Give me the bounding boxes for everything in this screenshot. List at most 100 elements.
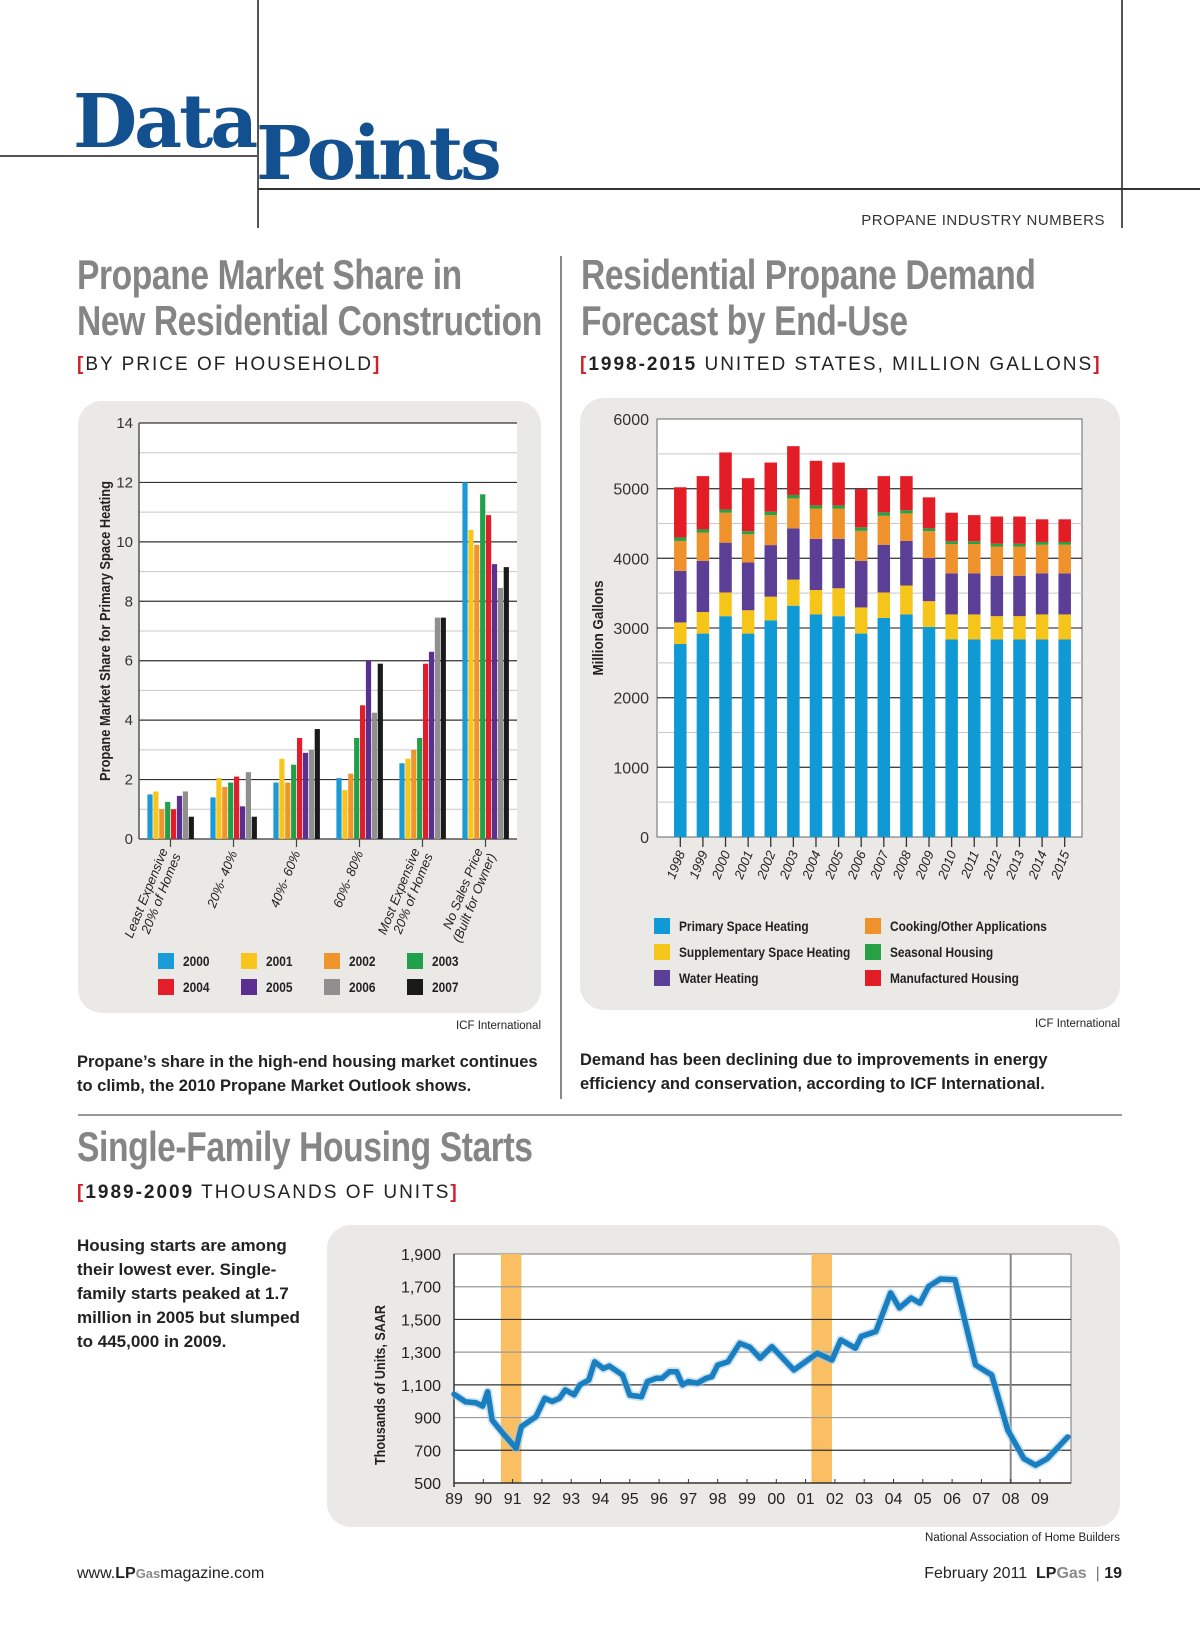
x-tick-label: 06 xyxy=(943,1491,961,1508)
bar-segment-3 xyxy=(696,532,710,561)
legend-swatch xyxy=(654,944,670,960)
housing-subtitle-text: THOUSANDS OF UNITS xyxy=(194,1182,451,1203)
bar-segment-4 xyxy=(1035,541,1049,545)
x-tick-label: 93 xyxy=(562,1491,580,1508)
housing-subtitle-years: 1989-2009 xyxy=(85,1182,195,1203)
bar-2001 xyxy=(468,529,474,839)
bar-segment-2 xyxy=(877,544,891,593)
bar-segment-3 xyxy=(764,515,777,546)
bar-segment-0 xyxy=(764,620,777,837)
bar-segment-2 xyxy=(696,560,710,612)
y-tick-label: 1,100 xyxy=(401,1378,441,1395)
url-lp: LP xyxy=(115,1565,136,1582)
x-tick-label: 96 xyxy=(650,1491,668,1508)
bar-segment-3 xyxy=(787,498,800,529)
legend-item: 2004 xyxy=(158,979,214,995)
side-text-line: family starts peaked at 1.7 xyxy=(77,1284,289,1303)
legend-label: Primary Space Heating xyxy=(679,918,809,934)
bar-segment-4 xyxy=(787,494,800,499)
bar-segment-0 xyxy=(832,616,845,837)
bar-segment-2 xyxy=(854,560,868,608)
legend-item: Manufactured Housing xyxy=(865,970,1042,986)
bar-2002 xyxy=(474,544,480,839)
caption-line: efficiency and conservation, according t… xyxy=(580,1075,1045,1093)
bar-segment-1 xyxy=(1058,614,1071,640)
bar-2002 xyxy=(285,782,291,839)
bar-segment-4 xyxy=(1013,543,1026,547)
y-tick-label: 1,900 xyxy=(401,1247,441,1264)
caption-line: Demand has been declining due to improve… xyxy=(580,1051,1048,1069)
x-tick-label: 89 xyxy=(445,1491,463,1508)
recession-band xyxy=(500,1254,522,1483)
bar-segment-3 xyxy=(741,534,755,563)
market-share-caption: Propane’s share in the high-end housing … xyxy=(77,1050,538,1098)
bar-segment-5 xyxy=(674,487,687,538)
y-tick-label: 500 xyxy=(414,1476,441,1493)
legend-label: 2007 xyxy=(432,979,459,995)
column-divider xyxy=(560,256,562,1099)
bar-segment-0 xyxy=(877,617,891,837)
bar-2001 xyxy=(279,758,285,839)
plot-area xyxy=(453,1253,1072,1484)
market-share-title-line2: New Residential Construction xyxy=(77,297,542,344)
bar-segment-3 xyxy=(968,544,981,574)
bar-segment-3 xyxy=(674,540,687,571)
header-vertical-rule-left xyxy=(257,0,259,228)
x-tick-label: 03 xyxy=(855,1491,873,1508)
bar-segment-5 xyxy=(809,460,823,506)
bracket-open: [ xyxy=(77,1182,86,1203)
legend-swatch xyxy=(654,918,670,934)
bar-2006 xyxy=(497,587,503,839)
bar-2000 xyxy=(399,763,405,839)
market-share-subtitle: [BY PRICE OF HOUSEHOLD] xyxy=(77,354,381,376)
y-tick-label: 1,700 xyxy=(401,1280,441,1297)
bar-2000 xyxy=(147,794,153,839)
bar-segment-2 xyxy=(787,528,800,580)
x-tick-label: 91 xyxy=(504,1491,522,1508)
y-tick-label: 1,300 xyxy=(401,1345,441,1362)
y-tick-label: 12 xyxy=(116,474,133,491)
bar-segment-5 xyxy=(945,512,958,542)
bar-2003 xyxy=(354,737,360,839)
page-number: 19 xyxy=(1104,1565,1122,1582)
bar-2007 xyxy=(314,729,320,839)
url-suffix: magazine.com xyxy=(160,1565,265,1582)
bar-2005 xyxy=(365,660,372,839)
bar-segment-5 xyxy=(1035,519,1049,542)
bar-2004 xyxy=(171,809,177,839)
bar-segment-0 xyxy=(968,639,981,837)
bar-segment-4 xyxy=(741,531,755,535)
y-axis-title: Million Gallons xyxy=(590,581,607,676)
footer-url[interactable]: www.LPGasmagazine.com xyxy=(77,1565,264,1583)
bar-segment-5 xyxy=(764,462,777,512)
bar-segment-0 xyxy=(696,633,710,837)
bar-segment-2 xyxy=(764,545,777,597)
y-tick-label: 3000 xyxy=(613,621,649,638)
x-tick-label: 97 xyxy=(680,1491,698,1508)
issue-date: February 2011 xyxy=(924,1565,1028,1582)
bar-segment-0 xyxy=(1058,639,1071,837)
y-tick-label: 2 xyxy=(125,772,133,789)
url-gas: Gas xyxy=(135,1566,161,1581)
x-tick-label: 94 xyxy=(592,1491,610,1508)
bar-2006 xyxy=(434,617,440,839)
y-tick-label: 8 xyxy=(125,593,133,610)
legend-swatch xyxy=(654,970,670,986)
bar-segment-1 xyxy=(674,622,687,645)
bar-2005 xyxy=(428,651,435,839)
brand-gas: Gas xyxy=(1056,1565,1087,1582)
demand-caption: Demand has been declining due to improve… xyxy=(580,1048,1048,1096)
side-text-line: to 445,000 in 2009. xyxy=(77,1332,227,1351)
series-line-housing-starts xyxy=(451,1276,1071,1469)
x-tick-label: 02 xyxy=(826,1491,844,1508)
bar-segment-2 xyxy=(1058,573,1071,615)
bar-segment-5 xyxy=(741,478,755,532)
bracket-close: ] xyxy=(450,1182,459,1203)
bar-segment-4 xyxy=(877,512,891,516)
bar-segment-2 xyxy=(809,538,823,591)
bar-segment-5 xyxy=(877,476,891,513)
bar-2007 xyxy=(440,617,446,839)
x-tick-label: 98 xyxy=(709,1491,727,1508)
